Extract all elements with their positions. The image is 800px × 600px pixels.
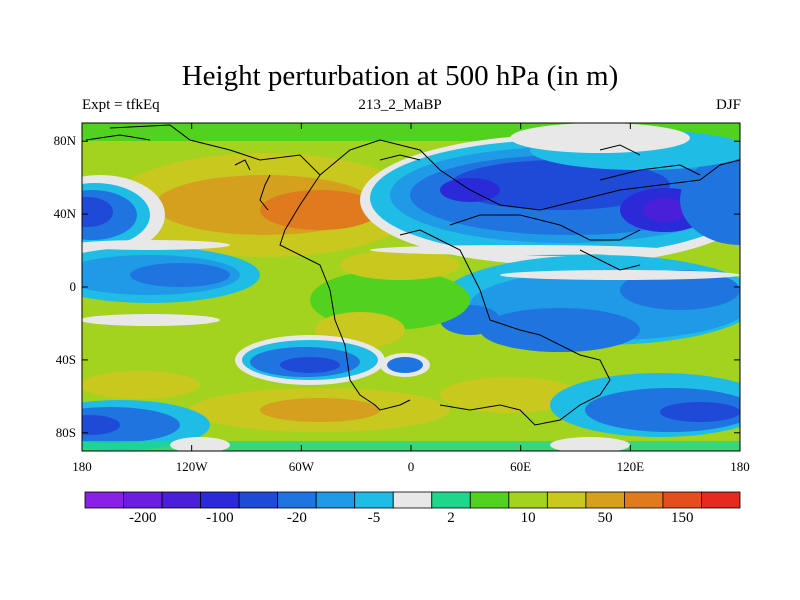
coastlines <box>85 124 740 426</box>
axis-ticks <box>81 123 741 451</box>
colorbar-swatch <box>701 491 741 509</box>
colorbar-swatch <box>315 491 356 509</box>
left-string: Expt = tfkEq <box>82 97 160 113</box>
colorbar-label: -20 <box>286 510 307 526</box>
colorbar-label: -200 <box>129 510 157 526</box>
colorbar-swatch <box>277 491 317 509</box>
colorbar-swatch <box>84 491 124 509</box>
x-tick-label: 120E <box>616 459 645 474</box>
colorbar-swatch <box>585 491 625 509</box>
colorbar-swatch <box>431 491 471 509</box>
x-tick-label: 120W <box>175 459 208 474</box>
colorbar-swatch <box>662 491 702 509</box>
colorbar-swatch <box>238 491 279 509</box>
x-tick-label: 60W <box>288 459 314 474</box>
y-tick-label: 80N <box>53 133 76 149</box>
colorbar-swatch <box>200 491 240 509</box>
y-tick-label: 40N <box>53 206 76 222</box>
colorbar-swatch <box>354 491 394 509</box>
colorbar-label: -5 <box>367 510 381 526</box>
x-tick-label: 60E <box>510 459 532 474</box>
right-string: DJF <box>715 97 741 113</box>
y-tick-label: 40S <box>55 351 76 367</box>
x-tick-label: 0 <box>407 459 415 474</box>
colorbar-swatch <box>624 491 664 509</box>
colorbar <box>84 491 741 509</box>
colorbar-label: 2 <box>447 510 455 526</box>
y-tick-label: 0 <box>69 279 77 294</box>
colorbar-swatch <box>469 491 510 509</box>
center-string: 213_2_MaBP <box>358 97 442 113</box>
y-tick-label: 80S <box>55 424 76 440</box>
colorbar-label: 150 <box>670 510 694 526</box>
colorbar-swatch <box>392 491 433 509</box>
colorbar-swatch <box>123 491 163 509</box>
colorbar-swatch <box>161 491 201 509</box>
height-anomaly-field <box>82 123 740 451</box>
colorbar-label: -100 <box>206 510 234 526</box>
colorbar-swatch <box>546 491 587 509</box>
x-tick-label: 180 <box>730 459 750 474</box>
chart-title: Height perturbation at 500 hPa (in m) <box>181 60 619 92</box>
colorbar-swatch <box>508 491 548 509</box>
colorbar-label: 10 <box>520 510 536 526</box>
x-tick-label: 180 <box>72 459 92 474</box>
colorbar-label: 50 <box>597 510 613 526</box>
